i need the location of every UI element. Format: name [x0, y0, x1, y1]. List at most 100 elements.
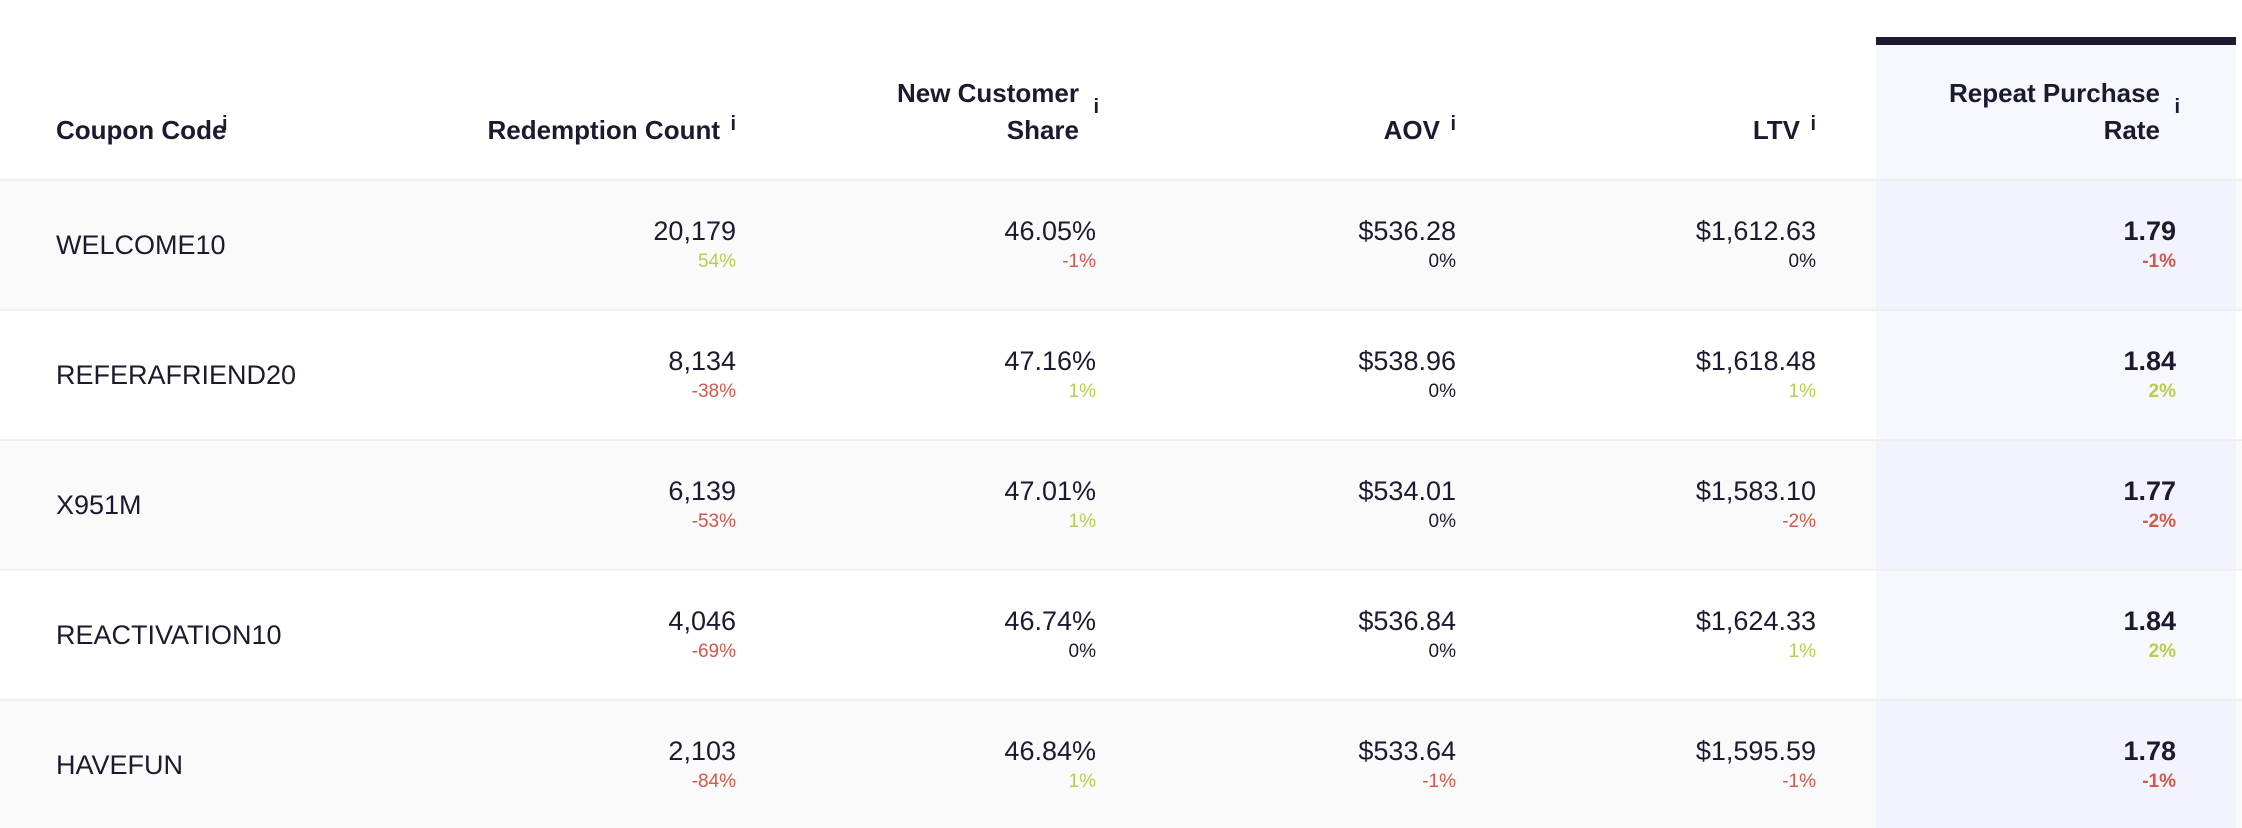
repeat-purchase-rate-cell: 1.77 -2% — [2123, 473, 2176, 535]
value: $538.96 — [1358, 346, 1456, 376]
delta: -1% — [1422, 771, 1456, 792]
delta: 1% — [1788, 641, 1816, 662]
aov-cell: $536.28 0% — [1358, 213, 1456, 275]
header-label-line1: Repeat Purchase — [1949, 78, 2160, 108]
header-label-line1: New Customer — [896, 78, 1079, 108]
highlighted-cell-bg — [1876, 571, 2236, 699]
value: 47.16% — [1004, 346, 1096, 376]
delta: 1% — [1068, 511, 1096, 532]
ltv-cell: $1,624.33 1% — [1696, 603, 1816, 665]
info-icon[interactable]: i — [2174, 96, 2180, 118]
delta: 0% — [1068, 641, 1096, 662]
repeat-purchase-rate-cell: 1.84 2% — [2123, 343, 2176, 405]
info-icon[interactable]: i — [730, 113, 736, 135]
header-repeat-purchase-rate[interactable]: Repeat Purchase Rate i — [1949, 75, 2180, 149]
value: 1.84 — [2123, 606, 2176, 636]
redemption-count-cell: 2,103 -84% — [668, 733, 736, 795]
ltv-cell: $1,618.48 1% — [1696, 343, 1816, 405]
aov-cell: $534.01 0% — [1358, 473, 1456, 535]
coupon-code: WELCOME10 — [56, 230, 226, 260]
redemption-count-cell: 4,046 -69% — [668, 603, 736, 665]
delta: 1% — [1068, 771, 1096, 792]
value: 47.01% — [1004, 476, 1096, 506]
repeat-purchase-rate-cell: 1.79 -1% — [2123, 213, 2176, 275]
header-label-line2: Rate — [2103, 115, 2160, 145]
delta: -1% — [1062, 251, 1096, 272]
repeat-purchase-rate-cell: 1.78 -1% — [2123, 733, 2176, 795]
aov-cell: $533.64 -1% — [1358, 733, 1456, 795]
redemption-count-cell: 6,139 -53% — [668, 473, 736, 535]
ltv-cell: $1,595.59 -1% — [1696, 733, 1816, 795]
selected-column-indicator — [1876, 37, 2236, 45]
value: 1.84 — [2123, 346, 2176, 376]
new-customer-share-cell: 47.16% 1% — [1004, 343, 1096, 405]
header-coupon-code[interactable]: Coupon Code i — [56, 112, 228, 149]
value: 1.77 — [2123, 476, 2176, 506]
value: $1,618.48 — [1695, 346, 1816, 376]
new-customer-share-cell: 46.74% 0% — [1004, 603, 1096, 665]
coupon-code: X951M — [56, 490, 142, 520]
delta: 0% — [1428, 251, 1456, 272]
info-icon[interactable]: i — [222, 113, 228, 135]
delta: 1% — [1788, 381, 1816, 402]
delta: -38% — [691, 381, 736, 402]
aov-cell: $538.96 0% — [1358, 343, 1456, 405]
info-icon[interactable]: i — [1093, 96, 1099, 118]
new-customer-share-cell: 46.05% -1% — [1004, 213, 1096, 275]
delta: 0% — [1788, 251, 1816, 272]
coupon-code: REFERAFRIEND20 — [56, 360, 297, 390]
delta: -84% — [691, 771, 736, 792]
value: $534.01 — [1358, 476, 1456, 506]
delta: -1% — [2142, 251, 2176, 272]
header-aov[interactable]: AOV i — [1383, 112, 1456, 149]
highlighted-cell-bg — [1876, 441, 2236, 569]
redemption-count-cell: 20,179 54% — [653, 213, 736, 275]
value: 46.74% — [1004, 606, 1096, 636]
redemption-count-cell: 8,134 -38% — [668, 343, 736, 405]
highlighted-cell-bg — [1876, 181, 2236, 309]
ltv-cell: $1,612.63 0% — [1696, 213, 1816, 275]
delta: -2% — [2142, 511, 2176, 532]
value: $1,612.63 — [1695, 216, 1816, 246]
delta: 0% — [1428, 511, 1456, 532]
header-label: Redemption Count — [487, 115, 720, 145]
ltv-cell: $1,583.10 -2% — [1696, 473, 1816, 535]
value: $536.84 — [1358, 606, 1456, 636]
value: 2,103 — [668, 736, 736, 766]
value: $1,595.59 — [1695, 736, 1816, 766]
info-icon[interactable]: i — [1810, 113, 1816, 135]
highlighted-cell-bg — [1876, 701, 2236, 828]
delta: 0% — [1428, 641, 1456, 662]
table-row[interactable]: HAVEFUN 2,103 -84% 46.84% 1% $533.64 -1%… — [0, 701, 2242, 828]
value: $1,583.10 — [1695, 476, 1816, 506]
table-header: Coupon Code i Redemption Count i New Cus… — [0, 0, 2242, 181]
value: $1,624.33 — [1695, 606, 1816, 636]
table-row[interactable]: WELCOME10 20,179 54% 46.05% -1% $536.28 … — [0, 181, 2242, 311]
header-label: Coupon Code — [56, 115, 227, 145]
header-label: AOV — [1383, 115, 1440, 145]
table-row[interactable]: REFERAFRIEND20 8,134 -38% 47.16% 1% $538… — [0, 311, 2242, 441]
value: 20,179 — [653, 216, 736, 246]
coupon-code: REACTIVATION10 — [56, 620, 282, 650]
header-label: LTV — [1752, 115, 1800, 145]
header-redemption-count[interactable]: Redemption Count i — [487, 112, 736, 149]
delta: 54% — [697, 251, 736, 272]
value: $536.28 — [1358, 216, 1456, 246]
header-new-customer-share[interactable]: New Customer Share i — [896, 75, 1099, 149]
value: 6,139 — [668, 476, 736, 506]
repeat-purchase-rate-cell: 1.84 2% — [2123, 603, 2176, 665]
header-ltv[interactable]: LTV i — [1752, 112, 1816, 149]
coupon-code: HAVEFUN — [56, 750, 184, 780]
delta: 2% — [2148, 641, 2176, 662]
info-icon[interactable]: i — [1450, 113, 1456, 135]
value: $533.64 — [1358, 736, 1456, 766]
delta: -69% — [691, 641, 736, 662]
value: 46.84% — [1004, 736, 1096, 766]
table-row[interactable]: REACTIVATION10 4,046 -69% 46.74% 0% $536… — [0, 571, 2242, 701]
delta: -1% — [2142, 771, 2176, 792]
table-row[interactable]: X951M 6,139 -53% 47.01% 1% $534.01 0% $1… — [0, 441, 2242, 571]
new-customer-share-cell: 46.84% 1% — [1004, 733, 1096, 795]
delta: 1% — [1068, 381, 1096, 402]
value: 1.79 — [2123, 216, 2176, 246]
header-label-line2: Share — [1006, 115, 1079, 145]
